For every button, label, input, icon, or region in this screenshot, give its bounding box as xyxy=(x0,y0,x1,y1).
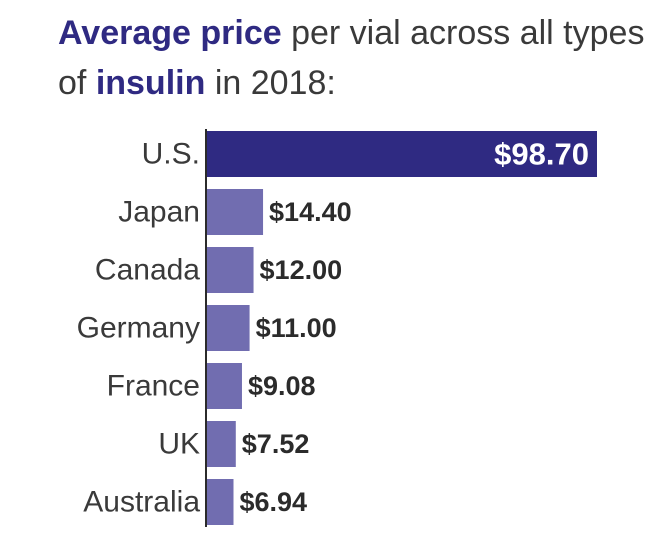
category-labels-group: U.S. Japan Canada Germany France UK Australia xyxy=(77,138,201,519)
category-label-uk: UK xyxy=(158,428,200,461)
title-highlight-insulin: insulin xyxy=(95,64,206,102)
bar-france xyxy=(206,363,242,409)
bar-japan xyxy=(206,189,264,235)
category-label-japan: Japan xyxy=(118,196,200,229)
title-highlight-average-price: Average price xyxy=(58,14,282,52)
category-label-france: France xyxy=(107,370,200,403)
bar-australia xyxy=(206,479,234,525)
bar-canada xyxy=(206,247,254,293)
value-label-uk: $7.52 xyxy=(242,429,310,459)
title-text-year: in 2018: xyxy=(205,64,336,102)
bar-germany xyxy=(206,305,250,351)
category-label-u-s: U.S. xyxy=(142,138,200,171)
category-label-canada: Canada xyxy=(95,254,200,287)
value-label-australia: $6.94 xyxy=(239,487,307,517)
value-label-germany: $11.00 xyxy=(256,313,337,343)
value-label-japan: $14.40 xyxy=(269,197,352,227)
value-label-u-s: $98.70 xyxy=(494,137,589,172)
value-labels-group: $98.70 $14.40 $12.00 $11.00 $9.08 $7.52 $6.94 xyxy=(239,137,589,518)
bar-uk xyxy=(206,421,236,467)
bars-group xyxy=(206,131,597,525)
bar-u-s xyxy=(206,131,597,177)
value-label-france: $9.08 xyxy=(248,371,316,401)
chart-title: Average price per vial across all types … xyxy=(58,8,648,108)
value-label-canada: $12.00 xyxy=(260,255,343,285)
category-label-germany: Germany xyxy=(77,312,200,345)
title-text-per-vial: per vial across all types of xyxy=(58,14,645,102)
category-label-australia: Australia xyxy=(83,486,200,519)
